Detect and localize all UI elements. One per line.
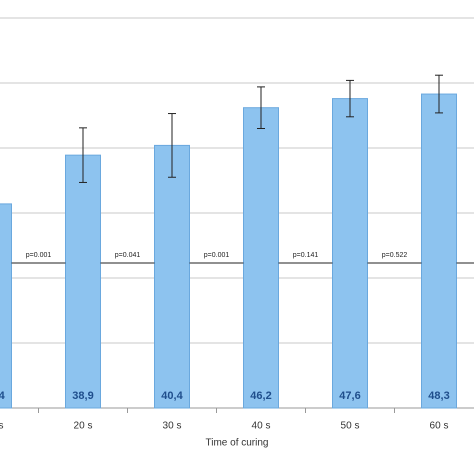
x-tick-label: 30 s: [163, 421, 182, 432]
data-label: 46,2: [250, 390, 271, 402]
x-tick-label: 20 s: [74, 421, 93, 432]
data-label: 48,3: [428, 390, 449, 402]
bar: [0, 203, 12, 409]
annotation: p=0.522: [382, 252, 408, 259]
bar: [243, 107, 279, 409]
x-axis-title: Time of curing: [206, 438, 269, 449]
annotation: p=0.001: [26, 252, 52, 259]
bar: [154, 144, 190, 409]
annotation: p=0.001: [204, 252, 230, 259]
bar: [421, 93, 457, 409]
x-tick-label: 50 s: [341, 421, 360, 432]
x-tick-label: 60 s: [430, 421, 449, 432]
annotation: p=0.141: [293, 252, 319, 259]
x-tick-label: 10 s: [0, 421, 3, 432]
x-tick-label: 40 s: [252, 421, 271, 432]
annotation: p=0.041: [115, 252, 141, 259]
data-label: 47,6: [339, 390, 360, 402]
bar: [332, 98, 368, 409]
bar: [65, 154, 101, 409]
data-label: 38,9: [72, 390, 93, 402]
data-label: 31,4: [0, 390, 6, 402]
data-label: 40,4: [161, 390, 183, 402]
